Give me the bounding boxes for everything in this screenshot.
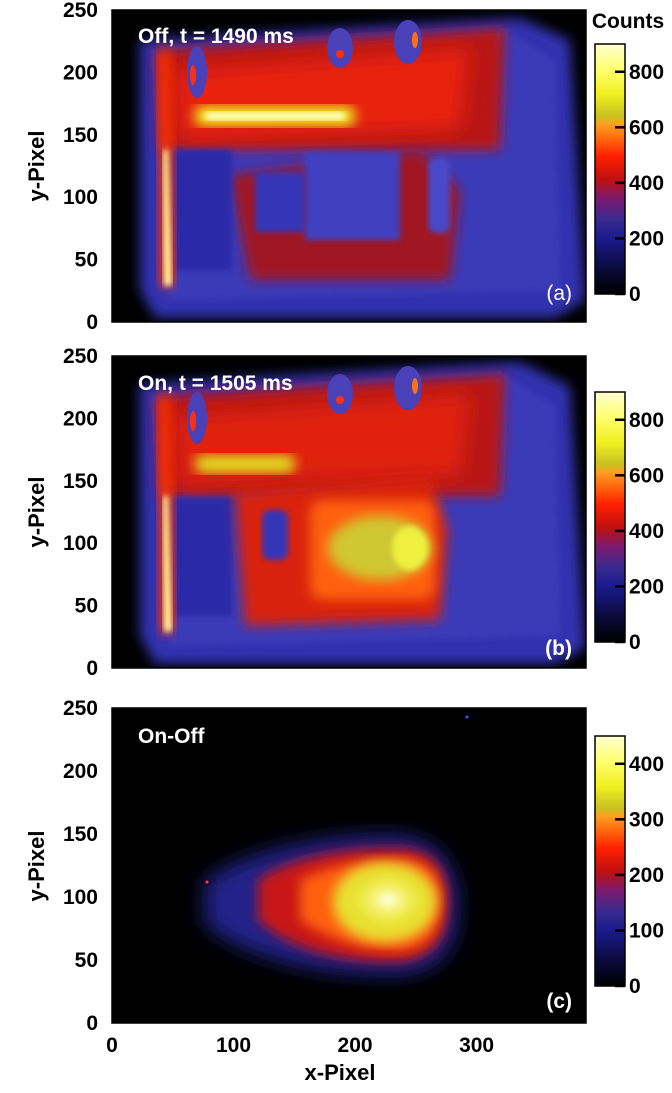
colorbar-a-title: Counts [592, 10, 664, 33]
heatmap-b-window-3 [394, 366, 422, 410]
heatmap-a-vertical-streak-core [163, 150, 172, 286]
y-tick-label-250: 250 [63, 0, 98, 22]
y-tick-label-100: 100 [63, 186, 98, 209]
heatmap-a-left-block [172, 150, 232, 270]
colorbar-tick-label-600: 600 [629, 116, 664, 139]
y-tick-label-0: 0 [86, 1012, 98, 1035]
heatmap-a-mount [255, 172, 305, 232]
heatmap-c-noise-dot-1 [465, 715, 469, 719]
y-tick-label-0: 0 [86, 311, 98, 334]
colorbar-tick-label-0: 0 [629, 283, 641, 306]
y-tick-label-100: 100 [63, 532, 98, 555]
heatmap-b-central-blob-peak [392, 526, 428, 570]
heatmap-a-window-2-hot [336, 50, 344, 58]
colorbar-a-ramp [594, 43, 626, 295]
heatmap-a-hot-line-core [205, 112, 345, 120]
x-tick-label-200: 200 [338, 1034, 373, 1057]
heatmap-c-noise-dot-2 [205, 880, 209, 884]
y-tick-label-250: 250 [63, 345, 98, 368]
colorbar-tick-label-800: 800 [629, 409, 664, 432]
y-tick-label-150: 150 [63, 124, 98, 147]
heatmap-b-mount [262, 510, 288, 560]
colorbar-c-ticks: 0 100 200 300 400 [615, 753, 664, 998]
annotation-c: On-Off [138, 725, 205, 748]
colorbar-b: 0 200 400 600 800 [594, 391, 664, 654]
panel-label-a: (a) [546, 282, 572, 305]
heatmap-a-window-3-hot [412, 32, 418, 48]
colorbar-tick-label-800: 800 [629, 61, 664, 84]
heatmap-c-blob-peak [352, 873, 424, 927]
plot-frame-a [111, 9, 587, 323]
colorbar-tick-label-100: 100 [629, 919, 664, 942]
heatmap-a-window-1-hot [190, 65, 196, 85]
colorbar-tick-label-400: 400 [629, 753, 664, 776]
heatmap-b-window-1 [187, 392, 207, 444]
colorbar-a-ticks: 0 200 400 600 800 [615, 61, 664, 306]
y-tick-label-150: 150 [63, 823, 98, 846]
plot-frame-b [111, 355, 587, 669]
x-tick-label-100: 100 [216, 1034, 251, 1057]
panel-label-b: (b) [545, 637, 572, 660]
heatmap-b-window-2-hot [336, 396, 344, 404]
colorbar-b-ticks: 0 200 400 600 800 [615, 409, 664, 654]
y-tick-label-200: 200 [63, 760, 98, 783]
heatmap-a-right-slot [428, 158, 450, 233]
x-tick-label-300: 300 [459, 1034, 494, 1057]
colorbar-tick-label-200: 200 [629, 864, 664, 887]
annotation-b: On, t = 1505 ms [138, 372, 293, 395]
heatmap-b-left-block [172, 498, 232, 616]
heatmap-a-window-2 [327, 28, 353, 68]
heatmap-a [112, 10, 586, 322]
heatmap-b [112, 356, 586, 668]
y-axis-label-b: y-Pixel [24, 477, 49, 548]
colorbar-tick-label-0: 0 [629, 975, 641, 998]
plot-frame-c [111, 707, 587, 1024]
y-axis-b: 0 50 100 150 200 250 [63, 345, 98, 680]
annotation-a: Off, t = 1490 ms [138, 25, 294, 48]
colorbar-tick-label-300: 300 [629, 808, 664, 831]
heatmap-a-window-3 [394, 20, 422, 64]
y-tick-label-50: 50 [75, 249, 98, 272]
y-tick-label-100: 100 [63, 886, 98, 909]
colorbar-tick-label-400: 400 [629, 172, 664, 195]
heatmap-a-central-block [305, 152, 400, 240]
colorbar-tick-label-0: 0 [629, 631, 641, 654]
y-tick-label-50: 50 [75, 595, 98, 618]
y-axis-label-c: y-Pixel [24, 831, 49, 902]
x-tick-label-0: 0 [106, 1034, 118, 1057]
panel-c: 0 50 100 150 200 250 0 100 200 300 y-Pixel x-Pix… [24, 697, 664, 1085]
y-tick-label-200: 200 [63, 61, 98, 84]
panel-label-c: (c) [546, 990, 572, 1013]
y-axis-a: 0 50 100 150 200 250 [63, 0, 98, 334]
heatmap-a-window-1 [187, 46, 207, 98]
y-tick-label-200: 200 [63, 407, 98, 430]
y-axis-label-a: y-Pixel [24, 131, 49, 202]
heatmap-c [112, 708, 586, 1023]
y-tick-label-0: 0 [86, 657, 98, 680]
y-tick-label-150: 150 [63, 470, 98, 493]
colorbar-tick-label-400: 400 [629, 520, 664, 543]
heatmap-b-window-2 [327, 374, 353, 414]
x-axis-c: 0 100 200 300 [106, 1034, 494, 1057]
colorbar-tick-label-200: 200 [629, 575, 664, 598]
y-tick-label-50: 50 [75, 949, 98, 972]
colorbar-tick-label-200: 200 [629, 227, 664, 250]
colorbar-c: 0 100 200 300 400 [594, 735, 664, 998]
colorbar-c-ramp [594, 735, 626, 987]
panel-a: 0 50 100 150 200 250 y-Pixel Off, t = 1490 ms… [24, 0, 664, 334]
colorbar-a: 0 200 400 600 800 Counts [592, 10, 664, 306]
heatmap-b-vertical-streak-core [163, 496, 172, 632]
y-tick-label-250: 250 [63, 697, 98, 720]
heatmap-b-hot-line [195, 455, 295, 473]
y-axis-c: 0 50 100 150 200 250 [63, 697, 98, 1035]
heatmap-b-window-1-hot [190, 411, 196, 431]
x-axis-label-c: x-Pixel [305, 1060, 376, 1085]
colorbar-tick-label-600: 600 [629, 464, 664, 487]
colorbar-b-ramp [594, 391, 626, 643]
heatmap-b-window-3-hot [412, 378, 418, 394]
